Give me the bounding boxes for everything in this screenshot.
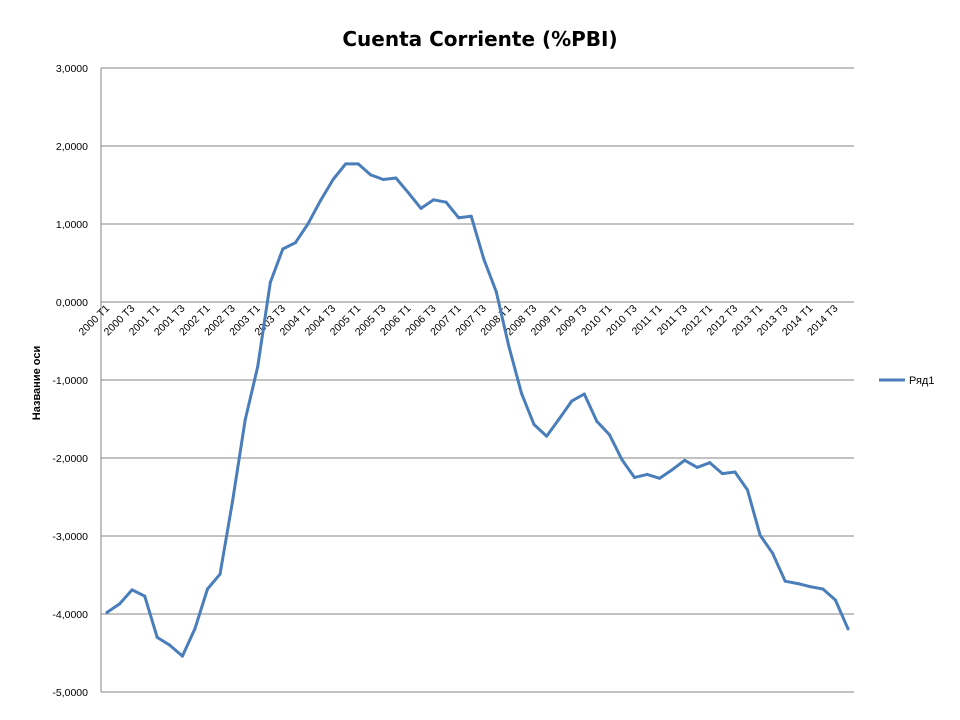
data-point [632, 476, 636, 479]
data-point [645, 472, 649, 476]
y-tick-label: -5,0000 [52, 687, 88, 699]
data-point [833, 598, 837, 602]
data-point [155, 635, 159, 639]
data-point [344, 162, 348, 166]
data-point [243, 418, 247, 422]
data-point [846, 627, 850, 631]
data-point [733, 470, 737, 474]
data-point [519, 391, 523, 395]
data-point [193, 627, 197, 631]
data-point [796, 582, 800, 586]
y-tick-label: -4,0000 [52, 609, 88, 621]
y-tick-label: 0,0000 [56, 297, 88, 309]
data-point [118, 602, 122, 606]
data-point [105, 610, 109, 614]
data-point [771, 551, 775, 555]
data-point [557, 417, 561, 421]
data-point [507, 344, 511, 348]
data-point [180, 654, 184, 658]
data-point [281, 247, 285, 251]
data-point [231, 499, 235, 503]
data-point [570, 399, 574, 403]
data-point [293, 241, 297, 245]
y-tick-label: -1,0000 [52, 375, 88, 387]
y-tick-label: 1,0000 [56, 219, 88, 231]
data-point [545, 434, 549, 438]
data-point [758, 533, 762, 537]
data-point [419, 206, 423, 210]
data-point [369, 173, 373, 177]
data-point [720, 472, 724, 476]
data-point [683, 458, 687, 462]
data-point [319, 199, 323, 203]
data-point [143, 594, 147, 598]
series-line [105, 162, 850, 658]
data-point [469, 214, 473, 218]
data-point [406, 191, 410, 195]
data-point [331, 178, 335, 182]
y-tick-label: -3,0000 [52, 531, 88, 543]
y-tick-label: 3,0000 [56, 63, 88, 75]
legend: Ряд1 [879, 375, 934, 387]
data-point [595, 419, 599, 423]
data-point [708, 461, 712, 465]
data-point [808, 585, 812, 589]
data-point [821, 587, 825, 591]
data-point [494, 290, 498, 294]
data-point [218, 572, 222, 576]
legend-label: Ряд1 [909, 375, 934, 387]
data-point [205, 587, 209, 591]
data-point [695, 465, 699, 469]
data-point [356, 162, 360, 166]
series-layer [105, 162, 850, 658]
data-point [532, 422, 536, 426]
y-tick-label: 2,0000 [56, 141, 88, 153]
data-point [482, 257, 486, 261]
data-point [432, 198, 436, 202]
data-point [783, 579, 787, 583]
data-point [582, 392, 586, 396]
data-point [607, 433, 611, 437]
data-point [394, 176, 398, 180]
gridlines [101, 67, 854, 693]
data-point [381, 178, 385, 182]
data-point [130, 588, 134, 592]
y-axis-title: Название оси [31, 346, 43, 420]
data-point [268, 281, 272, 284]
data-point [658, 476, 662, 480]
y-axis: 3,0000 2,0000 1,0000 0,0000 -1,0000 -2,0000 -3… [52, 63, 102, 699]
data-point [444, 200, 448, 204]
data-point [306, 222, 310, 226]
data-point [256, 365, 260, 369]
chart-title: Cuenta Corriente (%PBI) [342, 27, 617, 51]
y-tick-label: -2,0000 [52, 453, 88, 465]
data-point [457, 216, 461, 220]
data-point [670, 468, 674, 472]
data-point [746, 488, 750, 492]
data-point [168, 643, 172, 647]
data-point [620, 458, 624, 462]
